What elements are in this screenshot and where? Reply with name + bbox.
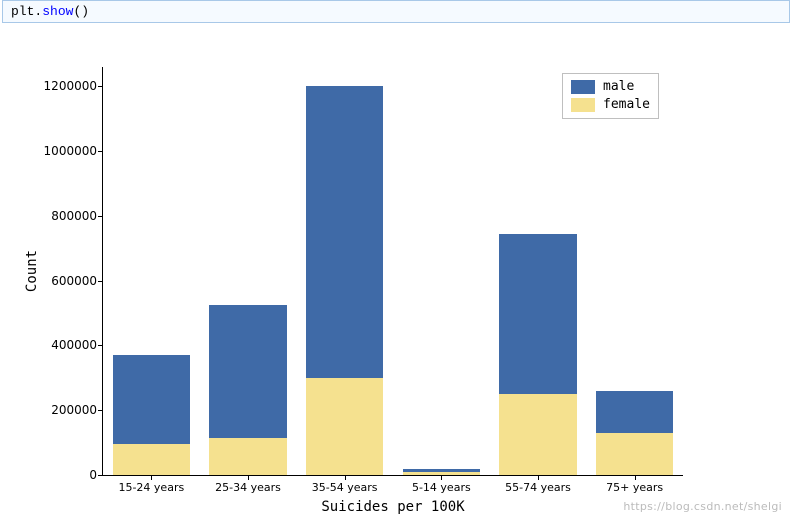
- legend-swatch: [571, 80, 595, 94]
- bar-female: [403, 472, 480, 475]
- code-text-suffix: (): [73, 4, 89, 19]
- legend-label: male: [603, 78, 634, 96]
- legend-row: male: [571, 78, 650, 96]
- xtick-label: 5-14 years: [412, 475, 471, 494]
- xtick-label: 55-74 years: [505, 475, 571, 494]
- legend-row: female: [571, 96, 650, 114]
- ytick-label: 1200000: [44, 79, 103, 93]
- legend-label: female: [603, 96, 650, 114]
- y-axis-label: Count: [24, 250, 40, 292]
- bar-female: [209, 438, 286, 475]
- ytick-label: 1000000: [44, 144, 103, 158]
- code-text-prefix: plt.: [11, 4, 42, 19]
- watermark: https://blog.csdn.net/shelgi: [623, 500, 782, 513]
- legend: malefemale: [562, 73, 659, 119]
- ytick-label: 600000: [51, 274, 103, 288]
- code-cell: plt.show(): [2, 0, 790, 23]
- ytick-label: 0: [89, 468, 103, 482]
- legend-swatch: [571, 98, 595, 112]
- x-axis-label: Suicides per 100K: [321, 499, 464, 515]
- code-text-fn: show: [42, 4, 73, 19]
- bar-female: [306, 378, 383, 475]
- xtick-label: 15-24 years: [118, 475, 184, 494]
- bar-female: [113, 444, 190, 475]
- bar-female: [596, 433, 673, 475]
- xtick-label: 35-54 years: [312, 475, 378, 494]
- plot-area: malefemale Suicides per 100K Count 02000…: [102, 67, 683, 476]
- ytick-label: 400000: [51, 338, 103, 352]
- xtick-label: 75+ years: [606, 475, 663, 494]
- ytick-label: 200000: [51, 403, 103, 417]
- bar-female: [499, 394, 576, 475]
- xtick-label: 25-34 years: [215, 475, 281, 494]
- ytick-label: 800000: [51, 209, 103, 223]
- chart-output: malefemale Suicides per 100K Count 0 2000…: [0, 27, 790, 517]
